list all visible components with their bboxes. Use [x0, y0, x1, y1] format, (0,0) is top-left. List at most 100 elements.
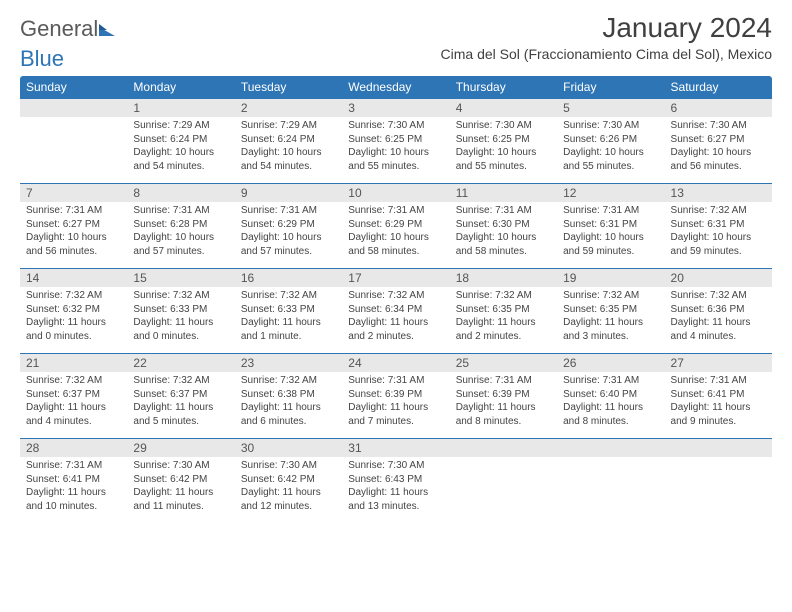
- day-number: 29: [127, 438, 234, 457]
- brand-part2: Blue: [20, 46, 64, 71]
- calendar-cell: 24Sunrise: 7:31 AMSunset: 6:39 PMDayligh…: [342, 353, 449, 438]
- calendar-cell: 10Sunrise: 7:31 AMSunset: 6:29 PMDayligh…: [342, 183, 449, 268]
- day-number: 30: [235, 438, 342, 457]
- day-number: 25: [450, 353, 557, 372]
- calendar-table: SundayMondayTuesdayWednesdayThursdayFrid…: [20, 76, 772, 523]
- day-data: Sunrise: 7:30 AMSunset: 6:25 PMDaylight:…: [450, 117, 557, 183]
- day-number: 5: [557, 98, 664, 117]
- day-data: Sunrise: 7:32 AMSunset: 6:38 PMDaylight:…: [235, 372, 342, 438]
- calendar-cell: [450, 438, 557, 523]
- weekday-header: Tuesday: [235, 76, 342, 98]
- calendar-cell: 6Sunrise: 7:30 AMSunset: 6:27 PMDaylight…: [665, 98, 772, 183]
- day-data: Sunrise: 7:31 AMSunset: 6:29 PMDaylight:…: [342, 202, 449, 268]
- calendar-cell: 23Sunrise: 7:32 AMSunset: 6:38 PMDayligh…: [235, 353, 342, 438]
- weekday-header: Wednesday: [342, 76, 449, 98]
- calendar-row: 14Sunrise: 7:32 AMSunset: 6:32 PMDayligh…: [20, 268, 772, 353]
- day-data: Sunrise: 7:31 AMSunset: 6:30 PMDaylight:…: [450, 202, 557, 268]
- day-data: Sunrise: 7:31 AMSunset: 6:39 PMDaylight:…: [450, 372, 557, 438]
- day-number: 16: [235, 268, 342, 287]
- calendar-cell: 18Sunrise: 7:32 AMSunset: 6:35 PMDayligh…: [450, 268, 557, 353]
- calendar-cell: 15Sunrise: 7:32 AMSunset: 6:33 PMDayligh…: [127, 268, 234, 353]
- day-number: 8: [127, 183, 234, 202]
- day-number: 15: [127, 268, 234, 287]
- day-number-empty: [450, 438, 557, 457]
- day-data-empty: [20, 117, 127, 177]
- day-data-empty: [557, 457, 664, 517]
- calendar-cell: 26Sunrise: 7:31 AMSunset: 6:40 PMDayligh…: [557, 353, 664, 438]
- day-number: 10: [342, 183, 449, 202]
- day-data: Sunrise: 7:30 AMSunset: 6:42 PMDaylight:…: [235, 457, 342, 523]
- day-data: Sunrise: 7:31 AMSunset: 6:27 PMDaylight:…: [20, 202, 127, 268]
- calendar-cell: 29Sunrise: 7:30 AMSunset: 6:42 PMDayligh…: [127, 438, 234, 523]
- day-data: Sunrise: 7:30 AMSunset: 6:42 PMDaylight:…: [127, 457, 234, 523]
- day-number: 6: [665, 98, 772, 117]
- day-number-empty: [20, 98, 127, 117]
- day-number: 27: [665, 353, 772, 372]
- day-data: Sunrise: 7:32 AMSunset: 6:37 PMDaylight:…: [127, 372, 234, 438]
- calendar-cell: 16Sunrise: 7:32 AMSunset: 6:33 PMDayligh…: [235, 268, 342, 353]
- weekday-header: Monday: [127, 76, 234, 98]
- calendar-row: 1Sunrise: 7:29 AMSunset: 6:24 PMDaylight…: [20, 98, 772, 183]
- day-number-empty: [665, 438, 772, 457]
- day-data: Sunrise: 7:32 AMSunset: 6:36 PMDaylight:…: [665, 287, 772, 353]
- day-number: 3: [342, 98, 449, 117]
- calendar-body: 1Sunrise: 7:29 AMSunset: 6:24 PMDaylight…: [20, 98, 772, 523]
- day-data: Sunrise: 7:31 AMSunset: 6:41 PMDaylight:…: [20, 457, 127, 523]
- calendar-cell: 27Sunrise: 7:31 AMSunset: 6:41 PMDayligh…: [665, 353, 772, 438]
- day-data: Sunrise: 7:31 AMSunset: 6:40 PMDaylight:…: [557, 372, 664, 438]
- brand-flag-icon: [99, 18, 117, 40]
- calendar-cell: 13Sunrise: 7:32 AMSunset: 6:31 PMDayligh…: [665, 183, 772, 268]
- day-number: 31: [342, 438, 449, 457]
- calendar-cell: 7Sunrise: 7:31 AMSunset: 6:27 PMDaylight…: [20, 183, 127, 268]
- day-number: 23: [235, 353, 342, 372]
- title-block: January 2024 Cima del Sol (Fraccionamien…: [441, 12, 772, 62]
- day-data-empty: [450, 457, 557, 517]
- day-number: 1: [127, 98, 234, 117]
- calendar-cell: [20, 98, 127, 183]
- calendar-cell: 8Sunrise: 7:31 AMSunset: 6:28 PMDaylight…: [127, 183, 234, 268]
- day-data: Sunrise: 7:29 AMSunset: 6:24 PMDaylight:…: [235, 117, 342, 183]
- calendar-cell: 11Sunrise: 7:31 AMSunset: 6:30 PMDayligh…: [450, 183, 557, 268]
- day-number: 14: [20, 268, 127, 287]
- day-data: Sunrise: 7:30 AMSunset: 6:26 PMDaylight:…: [557, 117, 664, 183]
- calendar-cell: 22Sunrise: 7:32 AMSunset: 6:37 PMDayligh…: [127, 353, 234, 438]
- day-data: Sunrise: 7:29 AMSunset: 6:24 PMDaylight:…: [127, 117, 234, 183]
- day-number: 28: [20, 438, 127, 457]
- day-data: Sunrise: 7:31 AMSunset: 6:29 PMDaylight:…: [235, 202, 342, 268]
- weekday-header: Saturday: [665, 76, 772, 98]
- day-data: Sunrise: 7:30 AMSunset: 6:27 PMDaylight:…: [665, 117, 772, 183]
- calendar-cell: 17Sunrise: 7:32 AMSunset: 6:34 PMDayligh…: [342, 268, 449, 353]
- calendar-cell: 19Sunrise: 7:32 AMSunset: 6:35 PMDayligh…: [557, 268, 664, 353]
- calendar-cell: 20Sunrise: 7:32 AMSunset: 6:36 PMDayligh…: [665, 268, 772, 353]
- day-data: Sunrise: 7:32 AMSunset: 6:35 PMDaylight:…: [557, 287, 664, 353]
- page-header: General Blue January 2024 Cima del Sol (F…: [20, 12, 772, 70]
- day-number: 11: [450, 183, 557, 202]
- day-number-empty: [557, 438, 664, 457]
- day-number: 21: [20, 353, 127, 372]
- calendar-cell: 4Sunrise: 7:30 AMSunset: 6:25 PMDaylight…: [450, 98, 557, 183]
- brand-part1: General: [20, 16, 98, 41]
- calendar-cell: 9Sunrise: 7:31 AMSunset: 6:29 PMDaylight…: [235, 183, 342, 268]
- day-number: 9: [235, 183, 342, 202]
- calendar-cell: 1Sunrise: 7:29 AMSunset: 6:24 PMDaylight…: [127, 98, 234, 183]
- weekday-header: Sunday: [20, 76, 127, 98]
- weekday-header-row: SundayMondayTuesdayWednesdayThursdayFrid…: [20, 76, 772, 98]
- day-data: Sunrise: 7:31 AMSunset: 6:39 PMDaylight:…: [342, 372, 449, 438]
- day-data: Sunrise: 7:31 AMSunset: 6:28 PMDaylight:…: [127, 202, 234, 268]
- day-data: Sunrise: 7:30 AMSunset: 6:43 PMDaylight:…: [342, 457, 449, 523]
- day-data: Sunrise: 7:30 AMSunset: 6:25 PMDaylight:…: [342, 117, 449, 183]
- day-data: Sunrise: 7:32 AMSunset: 6:37 PMDaylight:…: [20, 372, 127, 438]
- day-number: 22: [127, 353, 234, 372]
- day-number: 4: [450, 98, 557, 117]
- calendar-cell: [665, 438, 772, 523]
- day-data: Sunrise: 7:32 AMSunset: 6:34 PMDaylight:…: [342, 287, 449, 353]
- day-data-empty: [665, 457, 772, 517]
- calendar-cell: 2Sunrise: 7:29 AMSunset: 6:24 PMDaylight…: [235, 98, 342, 183]
- calendar-cell: 30Sunrise: 7:30 AMSunset: 6:42 PMDayligh…: [235, 438, 342, 523]
- calendar-cell: 5Sunrise: 7:30 AMSunset: 6:26 PMDaylight…: [557, 98, 664, 183]
- day-number: 12: [557, 183, 664, 202]
- day-data: Sunrise: 7:32 AMSunset: 6:33 PMDaylight:…: [235, 287, 342, 353]
- day-number: 26: [557, 353, 664, 372]
- day-number: 18: [450, 268, 557, 287]
- day-number: 24: [342, 353, 449, 372]
